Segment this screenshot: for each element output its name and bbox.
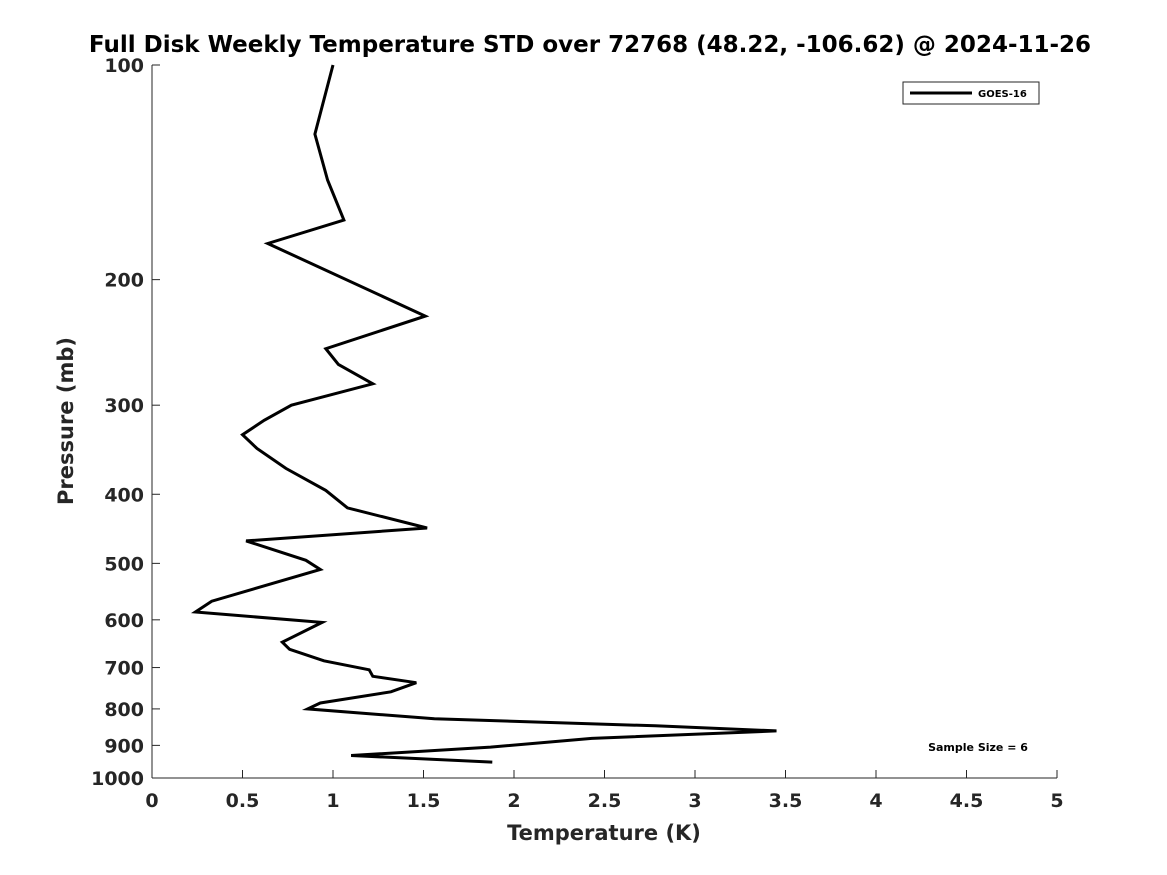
y-tick-label: 300 [104,395,144,417]
legend: GOES-16 [902,81,1040,105]
x-tick-label: 4 [869,790,882,812]
x-tick-label: 1 [326,790,339,812]
x-tick-label: 2.5 [588,790,622,812]
y-tick-label: 500 [104,553,144,575]
x-ticks: 0 0.5 1 1.5 2 2.5 3 3.5 4 4.5 5 [145,770,1064,812]
plot-area [152,65,1057,778]
x-tick-label: 1.5 [407,790,441,812]
y-tick-label: 1000 [91,768,144,790]
y-tick-label: 100 [104,55,144,77]
y-tick-label: 700 [104,658,144,680]
series-layer [190,64,777,764]
y-tick-label: 900 [104,735,144,757]
y-tick-label: 600 [104,610,144,632]
x-tick-label: 3 [688,790,701,812]
series-line-goes-16 [190,64,777,764]
x-tick-label: 0.5 [226,790,260,812]
y-tick-label: 800 [104,699,144,721]
sample-size-annotation: Sample Size = 6 [928,741,1028,754]
x-tick-label: 5 [1050,790,1063,812]
x-tick-label: 0 [145,790,158,812]
chart-title: Full Disk Weekly Temperature STD over 72… [89,32,1091,58]
x-tick-label: 4.5 [950,790,984,812]
x-axis-label: Temperature (K) [507,821,701,845]
y-axis-label: Pressure (mb) [54,337,78,505]
y-ticks: 100 200 300 400 500 600 700 800 900 1000 [91,55,160,790]
x-tick-label: 3.5 [769,790,803,812]
x-tick-label: 2 [507,790,520,812]
y-tick-label: 400 [104,484,144,506]
legend-label: GOES-16 [978,89,1027,100]
y-tick-label: 200 [104,270,144,292]
